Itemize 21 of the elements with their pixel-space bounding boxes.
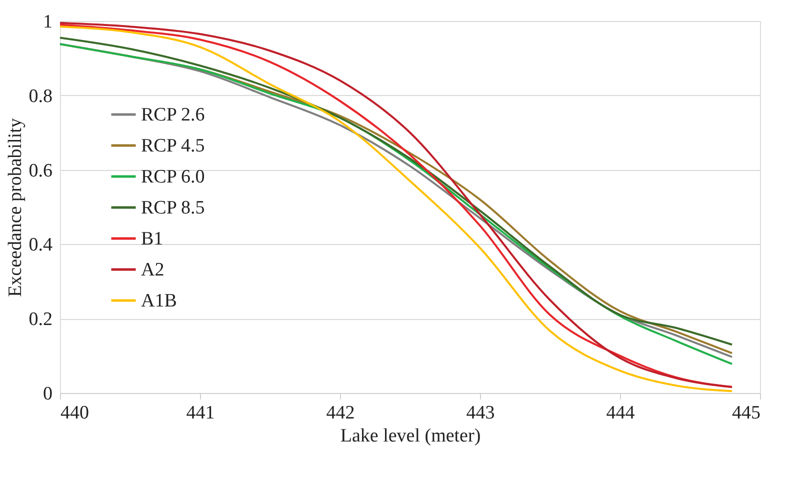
x-tick-label: 442	[326, 402, 355, 424]
legend-label: RCP 2.6	[141, 104, 205, 126]
x-tick-label: 440	[60, 402, 89, 424]
legend-label: A1B	[141, 290, 177, 312]
y-tick-label: 0.6	[28, 160, 52, 182]
legend-label: RCP 6.0	[141, 166, 205, 188]
y-tick-label: 0.2	[28, 309, 52, 330]
x-tick-label: 441	[186, 402, 215, 424]
x-tick-label: 444	[606, 402, 636, 424]
legend-label: RCP 8.5	[141, 198, 205, 218]
legend-label: B1	[141, 228, 164, 250]
y-tick-label: 0	[43, 384, 52, 404]
x-tick-label: 443	[466, 402, 495, 424]
y-tick-label: 1	[43, 12, 52, 32]
legend-label: A2	[141, 260, 164, 280]
x-axis-title: Lake level (meter)	[340, 426, 481, 446]
legend-label: RCP 4.5	[141, 136, 205, 156]
y-axis-title: Exceedance probability	[4, 118, 26, 297]
y-tick-label: 0.4	[28, 234, 53, 256]
y-tick-label: 0.8	[28, 86, 52, 107]
x-tick-label: 445	[732, 402, 760, 424]
